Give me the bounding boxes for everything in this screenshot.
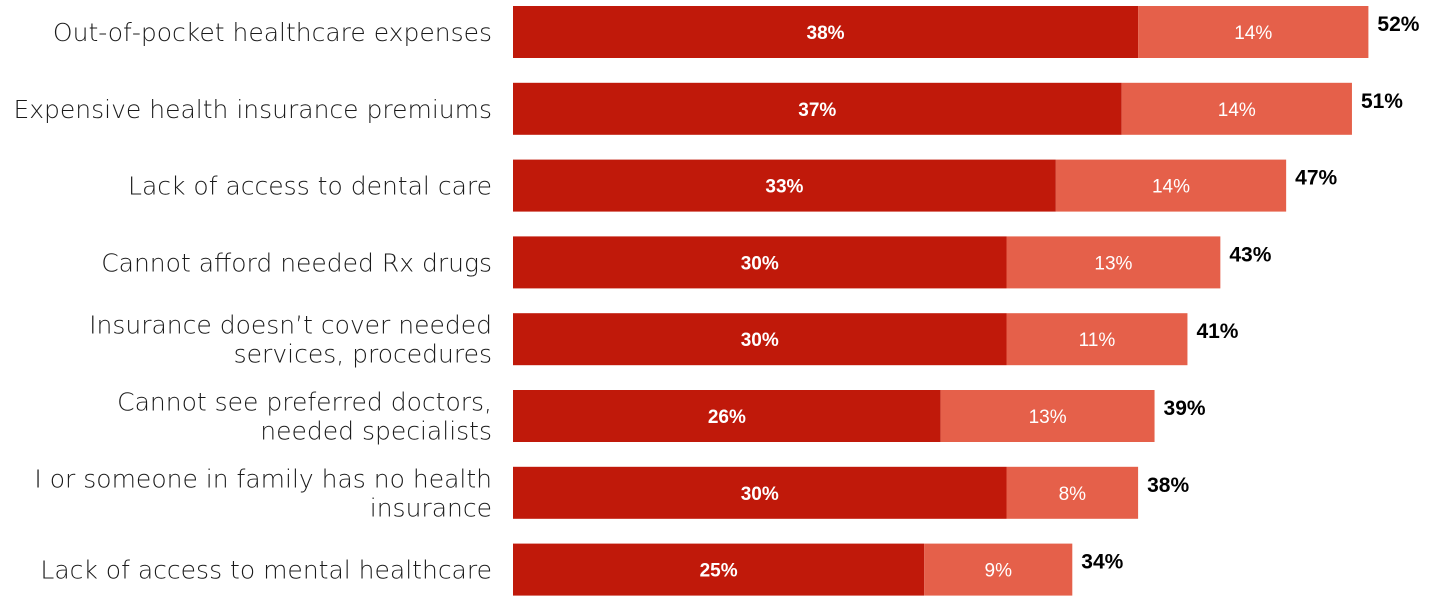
- total-value-label: 47%: [1295, 167, 1337, 190]
- total-value-label: 39%: [1164, 397, 1206, 420]
- segment-value-label: 38%: [807, 23, 845, 44]
- bar-segment-primary: [513, 6, 1139, 58]
- segment-value-label: 30%: [741, 484, 779, 505]
- segment-value-label: 25%: [700, 561, 738, 582]
- bar-segment-secondary: [1138, 6, 1369, 58]
- segment-value-label: 33%: [765, 177, 803, 198]
- total-value-label: 43%: [1229, 243, 1271, 266]
- bar-segment-primary: [513, 236, 1007, 289]
- bar-segment-secondary: [1121, 82, 1352, 135]
- bar-segment-primary: [513, 390, 941, 442]
- total-value-label: 52%: [1377, 13, 1419, 36]
- total-value-label: 38%: [1147, 474, 1189, 497]
- total-value-label: 41%: [1196, 320, 1238, 343]
- segment-value-label: 14%: [1152, 177, 1190, 198]
- segment-value-label: 14%: [1218, 100, 1256, 121]
- segment-value-label: 14%: [1234, 23, 1272, 44]
- category-label: Cannot afford needed Rx drugs: [101, 248, 492, 277]
- bar-segment-secondary: [1006, 466, 1139, 519]
- bar-segment-primary: [513, 159, 1056, 212]
- bar-segment-primary: [513, 543, 925, 596]
- segment-value-label: 13%: [1094, 253, 1132, 274]
- total-value-label: 51%: [1361, 90, 1403, 113]
- segment-value-label: 13%: [1029, 407, 1067, 428]
- bar-segment-secondary: [1006, 313, 1188, 366]
- labels-layer: Out-of-pocket healthcare expenses 38% 14% 5…: [13, 13, 1419, 585]
- category-label: Insurance doesn’t cover needed services, …: [89, 311, 492, 369]
- segment-value-label: 26%: [708, 407, 746, 428]
- category-label: Out-of-pocket healthcare expenses: [53, 18, 492, 47]
- category-label: I or someone in family has no health insu…: [34, 464, 492, 522]
- category-label: Lack of access to dental care: [128, 172, 492, 201]
- bars-layer: [513, 6, 1369, 596]
- total-value-label: 34%: [1081, 551, 1123, 574]
- segment-value-label: 30%: [741, 330, 779, 351]
- category-label: Lack of access to mental healthcare: [40, 556, 492, 585]
- bar-segment-secondary: [924, 543, 1073, 596]
- bar-segment-secondary: [1055, 159, 1287, 212]
- category-label: Cannot see preferred doctors, needed spec…: [117, 388, 492, 446]
- category-label: Expensive health insurance premiums: [13, 95, 492, 124]
- bar-segment-primary: [513, 466, 1007, 519]
- bar-segment-secondary: [1006, 236, 1221, 289]
- segment-value-label: 30%: [741, 253, 779, 274]
- bar-segment-secondary: [940, 390, 1155, 442]
- segment-value-label: 11%: [1079, 330, 1116, 351]
- bar-segment-primary: [513, 82, 1122, 135]
- segment-value-label: 37%: [798, 100, 836, 121]
- bar-segment-primary: [513, 313, 1007, 366]
- segment-value-label: 9%: [985, 561, 1013, 582]
- segment-value-label: 8%: [1059, 484, 1087, 505]
